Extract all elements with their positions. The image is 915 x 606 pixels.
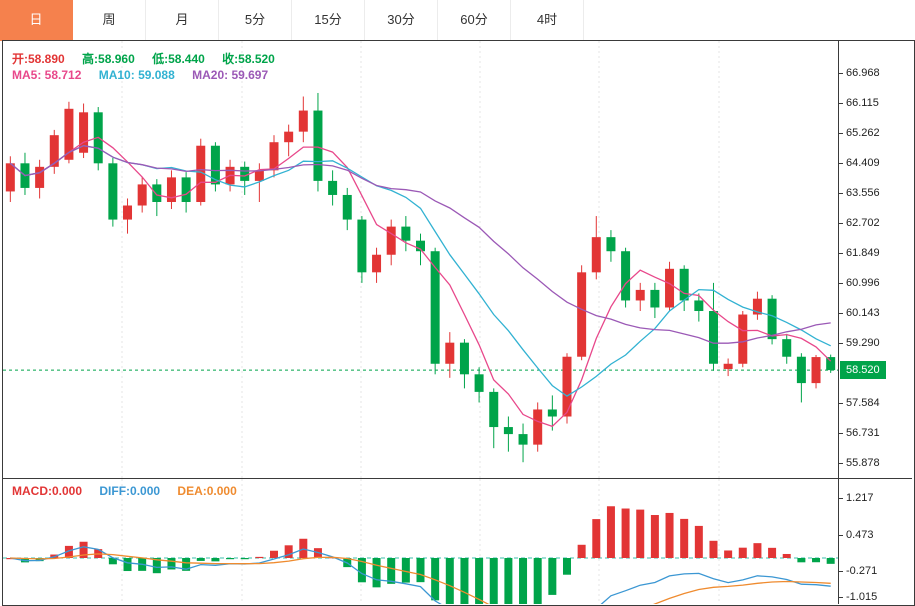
main-chart-panel: 开:58.890 高:58.960 低:58.440 收:58.520 MA5:… [3, 41, 912, 479]
tab-5min[interactable]: 5分 [219, 0, 292, 41]
tab-4hour[interactable]: 4时 [511, 0, 584, 41]
ma20-label: MA20: [192, 68, 232, 82]
dea-label: DEA: [177, 484, 207, 498]
macd-tick-label: 0.473 [838, 528, 874, 541]
ma10-line [9, 145, 831, 397]
diff-value-legend: DIFF:0.000 [99, 484, 160, 498]
price-tick-label: 62.702 [838, 217, 880, 230]
price-tick-label: 56.731 [838, 427, 880, 439]
chart-frame: 开:58.890 高:58.960 低:58.440 收:58.520 MA5:… [2, 40, 915, 606]
ma10-value: 59.088 [138, 68, 175, 82]
ma-legend: MA5: 58.712 MA10: 59.088 MA20: 59.697 [12, 68, 282, 82]
price-tick-label: 60.996 [838, 277, 880, 290]
ohlc-high: 高:58.960 [82, 52, 135, 66]
macd-value-axis: 1.217 0.473 -0.271 -1.015 [837, 479, 912, 604]
tab-30min[interactable]: 30分 [365, 0, 438, 41]
tab-week[interactable]: 周 [73, 0, 146, 41]
ma20-line [9, 145, 831, 344]
ma20-legend: MA20: 59.697 [192, 68, 268, 82]
ma5-legend: MA5: 58.712 [12, 68, 81, 82]
diff-value: 0.000 [130, 484, 161, 498]
ohlc-legend: 开:58.890 高:58.960 低:58.440 收:58.520 [12, 50, 289, 67]
tab-15min[interactable]: 15分 [292, 0, 365, 41]
ma20-value: 59.697 [231, 68, 269, 82]
macd-label: MACD: [12, 484, 52, 498]
price-tick-label: 57.584 [838, 397, 880, 409]
price-tick-label: 66.115 [838, 96, 879, 109]
ohlc-low: 低:58.440 [152, 52, 205, 66]
ma5-label: MA5: [12, 68, 45, 82]
ohlc-close-value: 58.520 [238, 52, 275, 66]
price-axis: 66.968 66.115 65.262 64.409 63.556 62.702 61.8… [838, 41, 912, 478]
tab-bar: 日周月 5分 15分 30分 60分 4时 [0, 0, 915, 41]
ohlc-close: 收:58.520 [222, 52, 275, 66]
tab-60min[interactable]: 60分 [438, 0, 511, 41]
price-tick-label: 60.143 [838, 307, 880, 319]
ohlc-open-label: 开: [12, 52, 28, 66]
current-price-badge: 58.520 [840, 361, 886, 380]
macd-value-legend: MACD:0.000 [12, 484, 82, 498]
candles-layer [5, 92, 836, 463]
dea-line [10, 553, 831, 604]
ohlc-high-value: 58.960 [98, 52, 135, 66]
ma5-line [9, 136, 832, 428]
ohlc-high-label: 高: [82, 52, 99, 66]
price-tick-label: 65.262 [838, 126, 880, 139]
diff-label: DIFF: [99, 484, 131, 498]
ma5-value: 58.712 [44, 68, 82, 82]
ohlc-open: 开:58.890 [12, 52, 65, 66]
macd-tick-label: -0.271 [837, 565, 878, 578]
macd-tick-label: -1.015 [837, 591, 878, 603]
ohlc-low-label: 低: [152, 52, 169, 66]
price-tick-label: 55.878 [838, 457, 880, 469]
ohlc-low-value: 58.440 [168, 52, 205, 66]
candlestick-chart[interactable] [3, 41, 838, 478]
macd-chart[interactable] [3, 479, 838, 604]
ohlc-open-value: 58.890 [28, 52, 65, 66]
price-tick-label: 64.409 [838, 156, 880, 169]
diff-line [10, 546, 831, 604]
price-tick-label: 63.556 [838, 186, 880, 199]
price-tick-label: 66.968 [838, 67, 880, 79]
macd-panel: MACD:0.000 DIFF:0.000 DEA:0.000 1.217 0.4… [3, 479, 912, 604]
dea-value-legend: DEA:0.000 [177, 484, 236, 498]
tab-month[interactable]: 月 [146, 0, 219, 41]
macd-histogram [6, 506, 835, 604]
macd-legend: MACD:0.000 DIFF:0.000 DEA:0.000 [12, 484, 251, 498]
ma10-legend: MA10: 59.088 [99, 68, 175, 82]
macd-tick-label: 1.217 [838, 492, 874, 505]
price-tick-label: 59.290 [838, 337, 880, 349]
price-tick-label: 61.849 [838, 247, 880, 260]
macd-value: 0.000 [52, 484, 83, 498]
tab-day[interactable]: 日 [0, 0, 73, 41]
dea-value: 0.000 [206, 484, 237, 498]
ma10-label: MA10: [98, 68, 139, 82]
macd-grid-lines [121, 479, 720, 604]
ohlc-close-label: 收: [222, 52, 239, 66]
